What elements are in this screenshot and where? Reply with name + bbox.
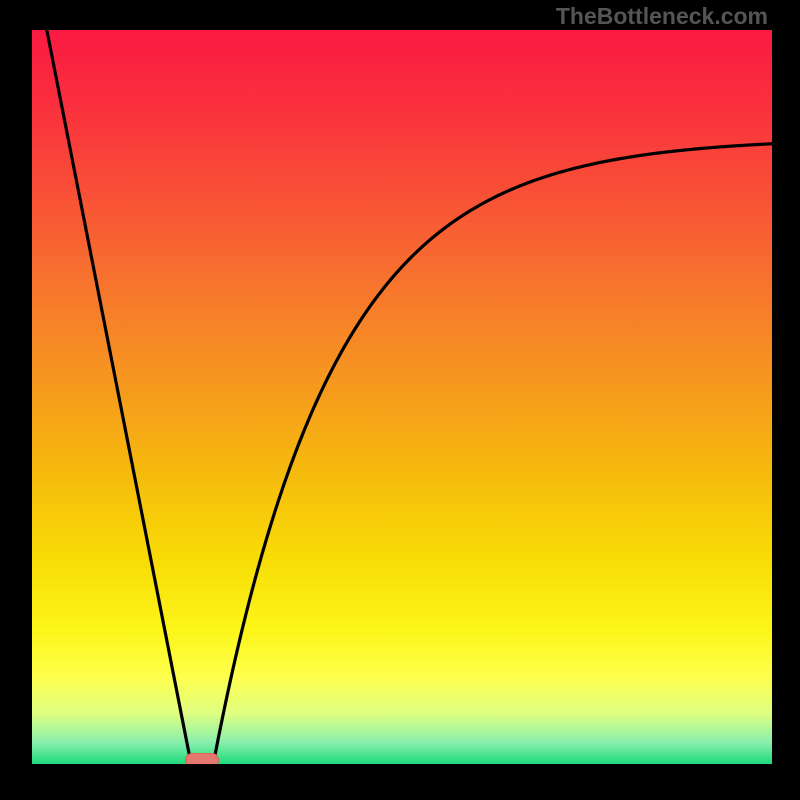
curve-layer <box>32 30 772 764</box>
optimum-marker <box>185 753 219 764</box>
watermark-text: TheBottleneck.com <box>556 3 768 30</box>
plot-area <box>32 30 772 764</box>
right-curve <box>213 144 772 764</box>
left-curve <box>47 30 191 764</box>
